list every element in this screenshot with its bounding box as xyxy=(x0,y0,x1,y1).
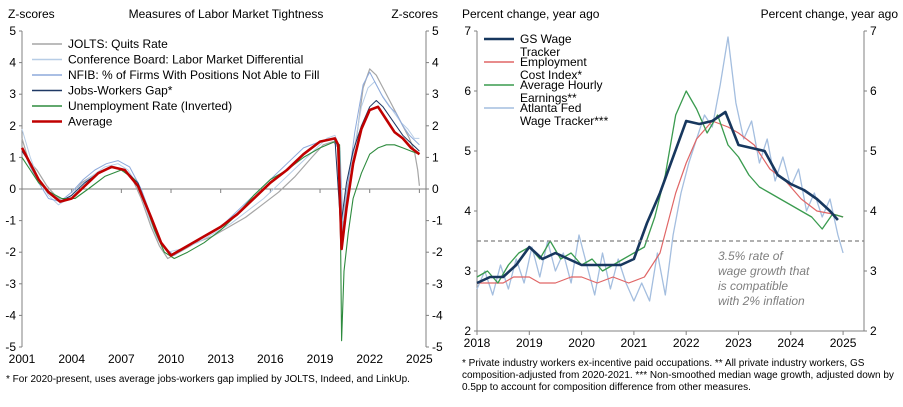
left-x-tick-label: 2016 xyxy=(257,352,284,366)
right-reference-annotation: 3.5% rate of wage growth that is compatibl… xyxy=(718,249,810,308)
left-series-unemployment-rate-inverted xyxy=(21,141,420,342)
left-series-jolts-quits-rate xyxy=(21,68,420,260)
left-x-tick-label: 2004 xyxy=(58,352,85,366)
left-y-tick-label-right: 1 xyxy=(432,150,439,164)
labor-tightness-chart: Z-scores Measures of Labor Market Tightn… xyxy=(5,7,443,366)
left-y-tick-label: -4 xyxy=(5,308,16,322)
right-y-tick-label-right: 5 xyxy=(870,144,877,158)
right-x-tick-label: 2024 xyxy=(777,336,804,350)
left-legend-label: Unemployment Rate (Inverted) xyxy=(68,99,232,113)
right-y-tick-label: 5 xyxy=(464,144,471,158)
right-series-atlanta-fed-wage-tracker xyxy=(476,36,844,302)
left-y-tick-label-right: -1 xyxy=(432,214,443,228)
left-y-tick-label-right: -4 xyxy=(432,308,443,322)
right-x-tick-label: 2019 xyxy=(516,336,543,350)
right-x-tick-label: 2025 xyxy=(830,336,857,350)
right-legend-label: Average Hourly Earnings** xyxy=(520,78,603,105)
left-legend-label: NFIB: % of Firms With Positions Not Able… xyxy=(68,68,319,82)
right-x-tick-label: 2021 xyxy=(621,336,648,350)
left-y-tick-label-right: -3 xyxy=(432,277,443,291)
right-legend-label: GS Wage Tracker xyxy=(520,32,572,59)
right-y-tick-label: 6 xyxy=(464,84,471,98)
left-y-tick-label-right: 5 xyxy=(432,24,439,38)
left-x-tick-label: 2019 xyxy=(307,352,334,366)
right-series-employment-cost-index xyxy=(477,120,844,284)
left-y-tick-label: 0 xyxy=(9,182,16,196)
left-x-tick-label: 2010 xyxy=(158,352,185,366)
left-chart-title: Measures of Labor Market Tightness xyxy=(129,7,324,21)
right-y-tick-label-right: 3 xyxy=(870,264,877,278)
left-legend-label: Jobs-Workers Gap* xyxy=(68,84,173,98)
left-x-tick-label: 2001 xyxy=(9,352,36,366)
right-y-tick-label-right: 6 xyxy=(870,84,877,98)
left-y-tick-label-right: 3 xyxy=(432,87,439,101)
left-x-tick-label: 2025 xyxy=(406,352,433,366)
right-y-axis-title-left: Percent change, year ago xyxy=(462,7,600,21)
right-x-tick-label: 2018 xyxy=(464,336,491,350)
left-y-tick-label: 1 xyxy=(9,150,16,164)
left-legend-label: Average xyxy=(68,115,113,129)
left-y-tick-label-right: 0 xyxy=(432,182,439,196)
right-x-tick-label: 2023 xyxy=(725,336,752,350)
left-series-average xyxy=(20,105,421,257)
left-y-tick-label: 3 xyxy=(9,87,16,101)
right-y-tick-label-right: 7 xyxy=(870,24,877,38)
left-y-tick-label-right: 4 xyxy=(432,56,439,70)
left-y-tick-label: -3 xyxy=(5,277,16,291)
left-legend-label: Conference Board: Labor Market Different… xyxy=(68,53,303,67)
right-x-tick-label: 2022 xyxy=(673,336,700,350)
left-legend-label: JOLTS: Quits Rate xyxy=(68,37,168,51)
left-y-tick-label-right: -5 xyxy=(432,340,443,354)
left-y-axis-title-left: Z-scores xyxy=(8,7,55,21)
left-y-axis-title-right: Z-scores xyxy=(391,7,438,21)
left-x-tick-label: 2013 xyxy=(207,352,234,366)
left-y-tick-label: -5 xyxy=(5,340,16,354)
left-x-tick-label: 2007 xyxy=(108,352,135,366)
right-y-tick-label: 3 xyxy=(464,264,471,278)
right-series-gs-wage-tracker xyxy=(476,110,839,285)
right-legend-label: Atlanta Fed Wage Tracker*** xyxy=(520,101,609,128)
left-y-tick-label: 4 xyxy=(9,56,16,70)
left-y-tick-label: 2 xyxy=(9,119,16,133)
left-y-tick-label-right: -2 xyxy=(432,245,443,259)
left-y-tick-label-right: 2 xyxy=(432,119,439,133)
right-y-tick-label-right: 4 xyxy=(870,204,877,218)
right-y-axis-title-right: Percent change, year ago xyxy=(761,7,899,21)
wage-growth-chart: Percent change, year ago Percent change,… xyxy=(462,7,899,350)
left-y-tick-label: -2 xyxy=(5,245,16,259)
right-y-tick-label: 4 xyxy=(464,204,471,218)
right-y-tick-label: 7 xyxy=(464,24,471,38)
right-legend-label: Employment Cost Index* xyxy=(520,55,587,82)
left-footnote: * For 2020-present, uses average jobs-wo… xyxy=(6,374,410,385)
left-y-tick-label: -1 xyxy=(5,214,16,228)
right-x-tick-label: 2020 xyxy=(568,336,595,350)
right-y-tick-label-right: 2 xyxy=(870,324,877,338)
left-x-tick-label: 2022 xyxy=(356,352,383,366)
right-footnote: * Private industry workers ex-incentive … xyxy=(462,358,894,393)
left-y-tick-label: 5 xyxy=(9,24,16,38)
right-y-tick-label: 2 xyxy=(464,324,471,338)
